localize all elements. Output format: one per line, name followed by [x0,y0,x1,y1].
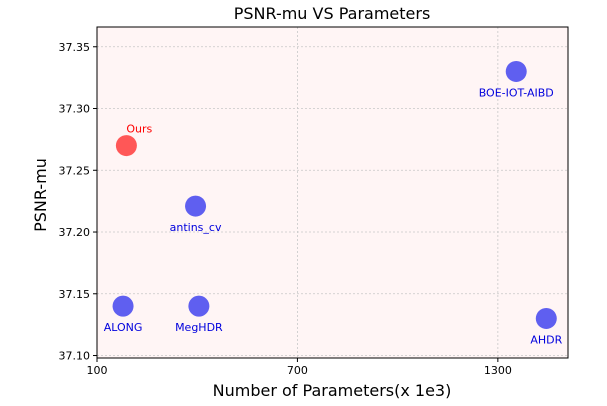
axis-ticks: 100 700 1300 37.10 37.15 37.20 37.25 37.30 37.35 [59,41,512,377]
x-tick-label: 700 [287,364,308,377]
data-point [188,295,210,317]
data-point [112,295,134,317]
point-labels: Ours antins_cv BOE-IOT-AIBD ALONG MegHDR AHDR [104,86,563,346]
x-axis-label: Number of Parameters(x 1e3) [213,381,452,400]
plot-frame [96,26,569,359]
point-label: MegHDR [175,321,223,334]
x-tick-label: 1300 [484,364,512,377]
y-tick-label: 37.15 [59,288,91,301]
data-point [505,60,527,82]
y-tick-label: 37.10 [59,350,91,363]
point-label: AHDR [530,333,562,346]
data-point [115,135,137,157]
point-label: antins_cv [170,221,222,234]
point-label: Ours [126,123,152,136]
y-axis-label: PSNR-mu [31,158,50,232]
y-tick-label: 37.25 [59,164,91,177]
data-point [185,195,207,217]
point-label: ALONG [104,321,143,334]
data-point [535,307,557,329]
plot-area [97,27,568,358]
y-tick-label: 37.30 [59,103,91,116]
y-tick-label: 37.35 [59,41,91,54]
data-points [112,60,557,329]
chart-title: PSNR-mu VS Parameters [234,4,431,23]
x-tick-label: 100 [87,364,108,377]
point-label: BOE-IOT-AIBD [479,86,554,99]
y-tick-label: 37.20 [59,226,91,239]
